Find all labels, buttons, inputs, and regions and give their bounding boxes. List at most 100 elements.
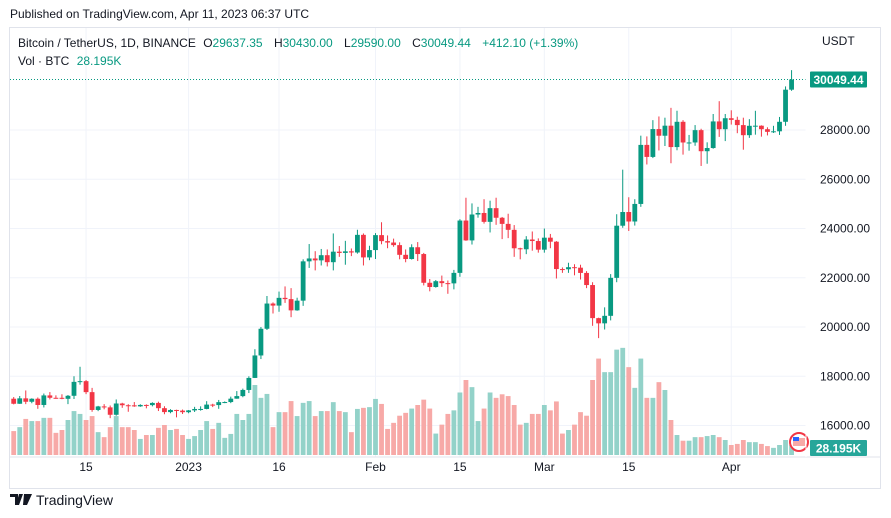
volume-bar [650, 397, 656, 455]
candle-body [29, 398, 35, 402]
candle-body [650, 129, 656, 157]
price-tick-label: 18000.00 [820, 369, 870, 383]
candle-body [728, 118, 734, 120]
candle [143, 404, 149, 409]
time-tick-label: 15 [453, 460, 467, 474]
candle-body [156, 402, 161, 409]
candle-body [77, 381, 83, 383]
candle [162, 406, 167, 415]
volume-bar [590, 380, 595, 455]
candle [789, 70, 794, 91]
volume-bar [53, 432, 59, 455]
candle-body [560, 269, 565, 271]
volume-bar [614, 349, 620, 455]
candle [222, 401, 228, 404]
candle-body [107, 407, 113, 415]
candle-body [680, 121, 686, 143]
candle [644, 136, 650, 165]
candle [704, 142, 710, 164]
candle [264, 296, 270, 330]
candle-body [41, 395, 47, 405]
candle-body [457, 220, 463, 273]
footer[interactable]: TradingView [10, 492, 113, 508]
volume-bar [710, 435, 716, 455]
candle [596, 317, 602, 339]
candle [451, 269, 457, 290]
volume-bar [716, 437, 722, 455]
candle-body [517, 248, 523, 250]
volume-bar [427, 408, 433, 455]
candle-body [162, 408, 167, 413]
candle [125, 404, 131, 412]
volume-bar [222, 437, 228, 455]
candle [240, 388, 246, 398]
flag-stripes [793, 438, 805, 446]
candle-body [361, 234, 366, 258]
legend-low-label: L [344, 36, 351, 50]
us-economic-event-icon[interactable] [789, 432, 809, 452]
candle-body [746, 125, 752, 136]
candle [421, 252, 427, 286]
time-tick-label: 15 [79, 460, 93, 474]
volume-bar [77, 413, 83, 455]
candle [584, 271, 589, 289]
candle [403, 249, 409, 263]
last-price-label: 30049.44 [813, 73, 863, 87]
volume-bar [759, 443, 764, 455]
candle [77, 366, 83, 385]
candle-body [765, 129, 770, 132]
candle [107, 405, 113, 419]
candle [674, 110, 680, 151]
candle-body [415, 247, 421, 255]
volume-bar [529, 413, 535, 455]
candle-body [403, 254, 409, 260]
candle-body [590, 285, 595, 319]
candle [53, 395, 59, 399]
candle-body [240, 389, 246, 397]
volume-bar [560, 433, 565, 455]
candle-body [391, 242, 396, 246]
candle-body [89, 392, 95, 410]
volume-bar [517, 424, 523, 455]
volume-bar [312, 416, 318, 455]
chart-frame [9, 27, 881, 489]
candle-body [47, 395, 53, 398]
candle-body [716, 121, 722, 130]
candle-body [481, 212, 487, 222]
candle [602, 307, 608, 330]
candle [385, 235, 390, 249]
candle [656, 116, 662, 151]
candle-body [777, 121, 782, 132]
volume-bar [602, 372, 608, 455]
volume-bar [282, 412, 288, 455]
candle-body [330, 251, 336, 263]
candle-body [379, 235, 384, 242]
candle-body [143, 404, 149, 406]
candle [469, 203, 475, 245]
volume-bar [101, 437, 107, 455]
candle-body [771, 131, 776, 133]
candle-body [674, 121, 680, 148]
price-tick-label: 28000.00 [820, 123, 870, 137]
candle-body [602, 315, 608, 324]
last-volume-label: 28.195K [816, 442, 862, 456]
volume-bar [662, 390, 668, 455]
candle-body [17, 398, 23, 404]
candle-body [445, 283, 451, 285]
volume-bar [740, 440, 746, 455]
candle [276, 291, 282, 312]
candle-body [83, 381, 89, 393]
candle-body [373, 235, 378, 251]
candle [234, 391, 240, 399]
volume-bar [367, 407, 372, 455]
candle-body [451, 272, 457, 284]
candle-body [632, 203, 638, 222]
candle-body [409, 247, 415, 260]
candle [23, 390, 29, 405]
volume-bar [728, 445, 734, 455]
candle-body [210, 404, 216, 406]
flag-canton [793, 437, 799, 441]
candle [716, 101, 722, 137]
candle-body [71, 381, 77, 396]
